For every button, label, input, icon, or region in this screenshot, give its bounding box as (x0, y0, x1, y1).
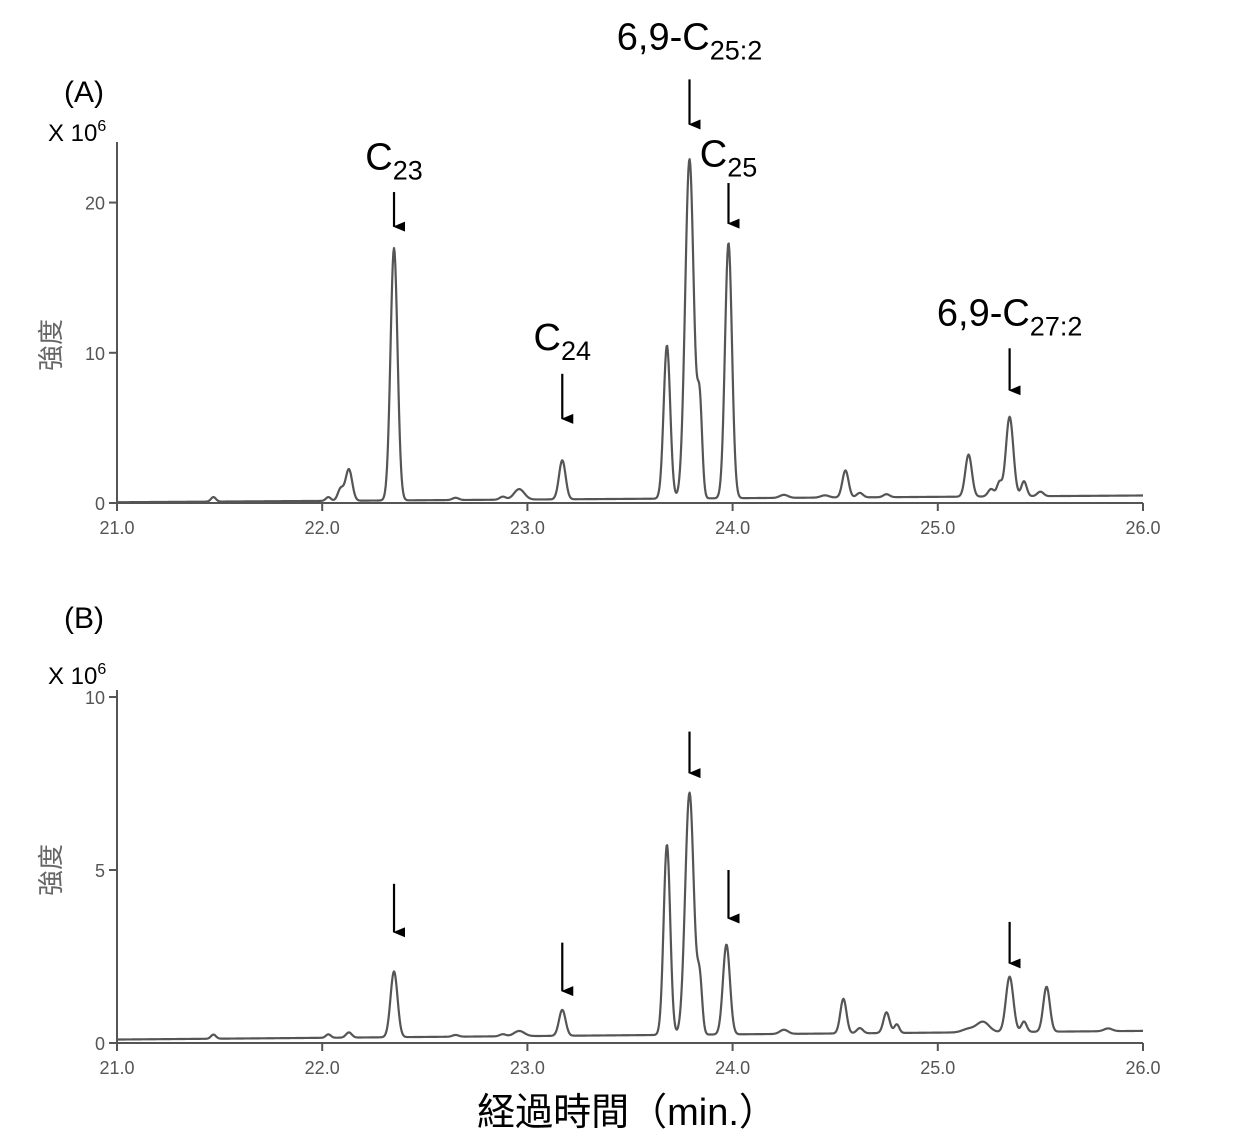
panel-a-xtick-label: 24.0 (715, 518, 750, 538)
panel-b-x-ticks: 21.0 22.0 23.0 24.0 25.0 26.0 (99, 1043, 1161, 1078)
panel-a-xtick-label: 25.0 (920, 518, 955, 538)
panel-b-multiplier-base: X 10 (48, 663, 97, 690)
panel-b: (B) X 106 強度 0 5 10 21.0 22.0 23.0 24.0 25.0 26… (36, 602, 1161, 1078)
panel-b-ytick-label: 5 (95, 861, 105, 881)
panel-b-xtick-label: 24.0 (715, 1058, 750, 1078)
panel-a-peak-label: C23 (365, 137, 423, 186)
panel-b-xtick-label: 23.0 (510, 1058, 545, 1078)
panel-b-annotations (392, 731, 1021, 997)
panel-a-peak-label: 6,9-C27:2 (937, 293, 1082, 342)
panel-b-trace (116, 791, 1144, 1041)
panel-a-peak-label: 6,9-C25:2 (617, 16, 762, 65)
panel-a-y-ticks: 0 10 20 (85, 194, 117, 514)
panel-a-label: (A) (64, 76, 104, 109)
panel-a-xtick-label: 21.0 (99, 518, 134, 538)
panel-a-peak-label: C25 (700, 134, 758, 183)
panel-b-multiplier-exp: 6 (97, 661, 106, 678)
panel-b-xtick-label: 25.0 (920, 1058, 955, 1078)
panel-b-ytick-label: 10 (85, 688, 105, 708)
panel-a-peak-label: C24 (534, 317, 592, 366)
panel-a-ytick-label: 0 (95, 494, 105, 514)
panel-b-xtick-label: 21.0 (99, 1058, 134, 1078)
panel-a-xtick-label: 22.0 (305, 518, 340, 538)
panel-b-multiplier: X 106 (48, 661, 106, 690)
panel-b-y-ticks: 0 5 10 (85, 688, 117, 1054)
panel-a-ytick-label: 10 (85, 344, 105, 364)
panel-b-ylabel: 強度 (36, 844, 66, 896)
panel-a-multiplier: X 106 (48, 118, 106, 147)
panel-a-x-ticks: 21.0 22.0 23.0 24.0 25.0 26.0 (99, 503, 1161, 538)
x-axis-title: 経過時間（min.） (477, 1092, 777, 1134)
panel-a-multiplier-base: X 10 (48, 120, 97, 147)
panel-a-ytick-label: 20 (85, 194, 105, 214)
panel-a-xtick-label: 23.0 (510, 518, 545, 538)
panel-b-label: (B) (64, 602, 104, 635)
panel-a-annotations: C23 C24 6,9-C25:2 C25 6,9-C27:2 (365, 16, 1082, 424)
panel-b-xtick-label: 22.0 (305, 1058, 340, 1078)
panel-a-ylabel: 強度 (36, 319, 66, 371)
panel-b-ytick-label: 0 (95, 1034, 105, 1054)
panel-a-trace (116, 158, 1144, 504)
panel-a-xtick-label: 26.0 (1125, 518, 1160, 538)
panel-a-multiplier-exp: 6 (97, 118, 106, 135)
panel-b-xtick-label: 26.0 (1125, 1058, 1160, 1078)
